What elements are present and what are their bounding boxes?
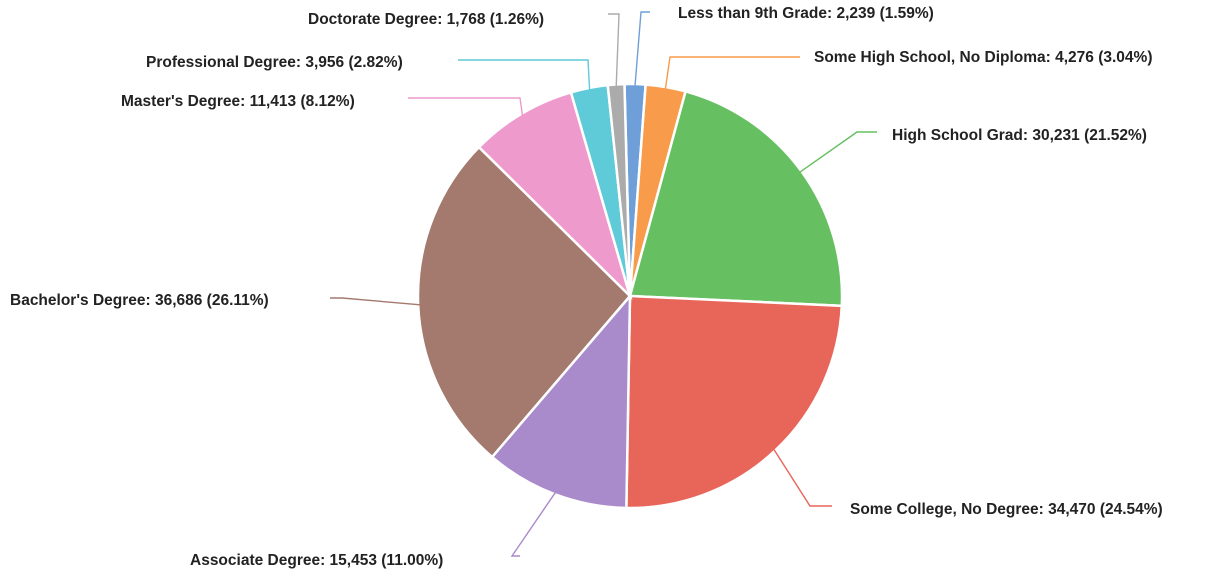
leader-line-professional-degree <box>458 59 591 90</box>
slice-label-professional-degree: Professional Degree: 3,956 (2.82%) <box>146 54 403 71</box>
leader-lines <box>330 11 877 557</box>
leader-line-less-than-9th-grade <box>634 11 650 87</box>
slice-labels: Less than 9th Grade: 2,239 (1.59%) Some H… <box>10 5 1163 569</box>
leader-line-doctorate-degree <box>608 13 620 87</box>
leader-line-high-school-grad <box>799 131 877 173</box>
leader-line-master-s-degree <box>408 97 524 116</box>
slice-label-bachelor-s-degree: Bachelor's Degree: 36,686 (26.11%) <box>10 292 269 309</box>
pie-slice-master-s-degree <box>477 90 633 301</box>
slice-label-some-college-no-degree: Some College, No Degree: 34,470 (24.54%) <box>850 501 1163 518</box>
leader-line-some-college-no-degree <box>773 448 832 507</box>
slice-label-associate-degree: Associate Degree: 15,453 (11.00%) <box>190 552 443 569</box>
leader-line-some-high-school-no-diploma <box>664 56 800 90</box>
slice-label-doctorate-degree: Doctorate Degree: 1,768 (1.26%) <box>308 11 544 28</box>
slice-label-some-high-school-no-diploma: Some High School, No Diploma: 4,276 (3.0… <box>814 49 1153 66</box>
slice-label-less-than-9th-grade: Less than 9th Grade: 2,239 (1.59%) <box>678 5 934 22</box>
leader-line-bachelor-s-degree <box>330 297 421 306</box>
pie-slices <box>416 82 844 510</box>
slice-label-high-school-grad: High School Grad: 30,231 (21.52%) <box>892 127 1147 144</box>
pie-slice-some-college-no-degree <box>625 294 844 510</box>
slice-label-master-s-degree: Master's Degree: 11,413 (8.12%) <box>121 93 355 110</box>
leader-line-associate-degree <box>510 491 557 557</box>
